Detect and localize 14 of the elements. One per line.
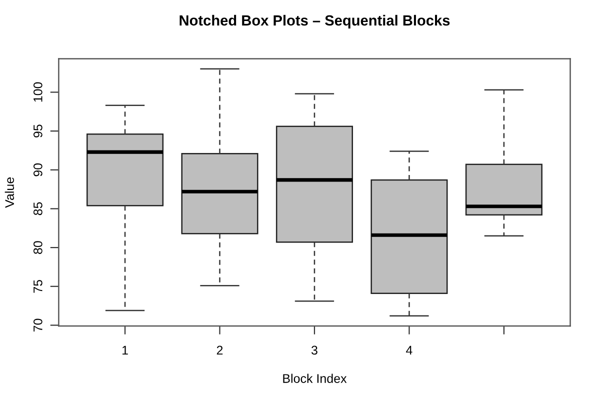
y-tick-label: 90 [33, 163, 42, 176]
y-tick-label: 70 [33, 318, 42, 332]
chart-title: Notched Box Plots – Sequential Blocks [180, 14, 450, 28]
y-tick-label: 75 [34, 280, 42, 293]
y-tick-label: 80 [33, 241, 42, 254]
y-tick-label: 95 [33, 124, 42, 138]
x-axis-title: Block Index [283, 374, 347, 383]
y-tick-label: 85 [33, 202, 42, 216]
y-axis-title: Value [4, 177, 14, 208]
y-tick-label: 100 [33, 82, 42, 102]
x-tick-label: 1 [122, 346, 128, 355]
x-tick-label: 4 [406, 346, 412, 355]
x-tick-label: 3 [311, 346, 318, 355]
x-tick-label: 2 [216, 346, 223, 355]
